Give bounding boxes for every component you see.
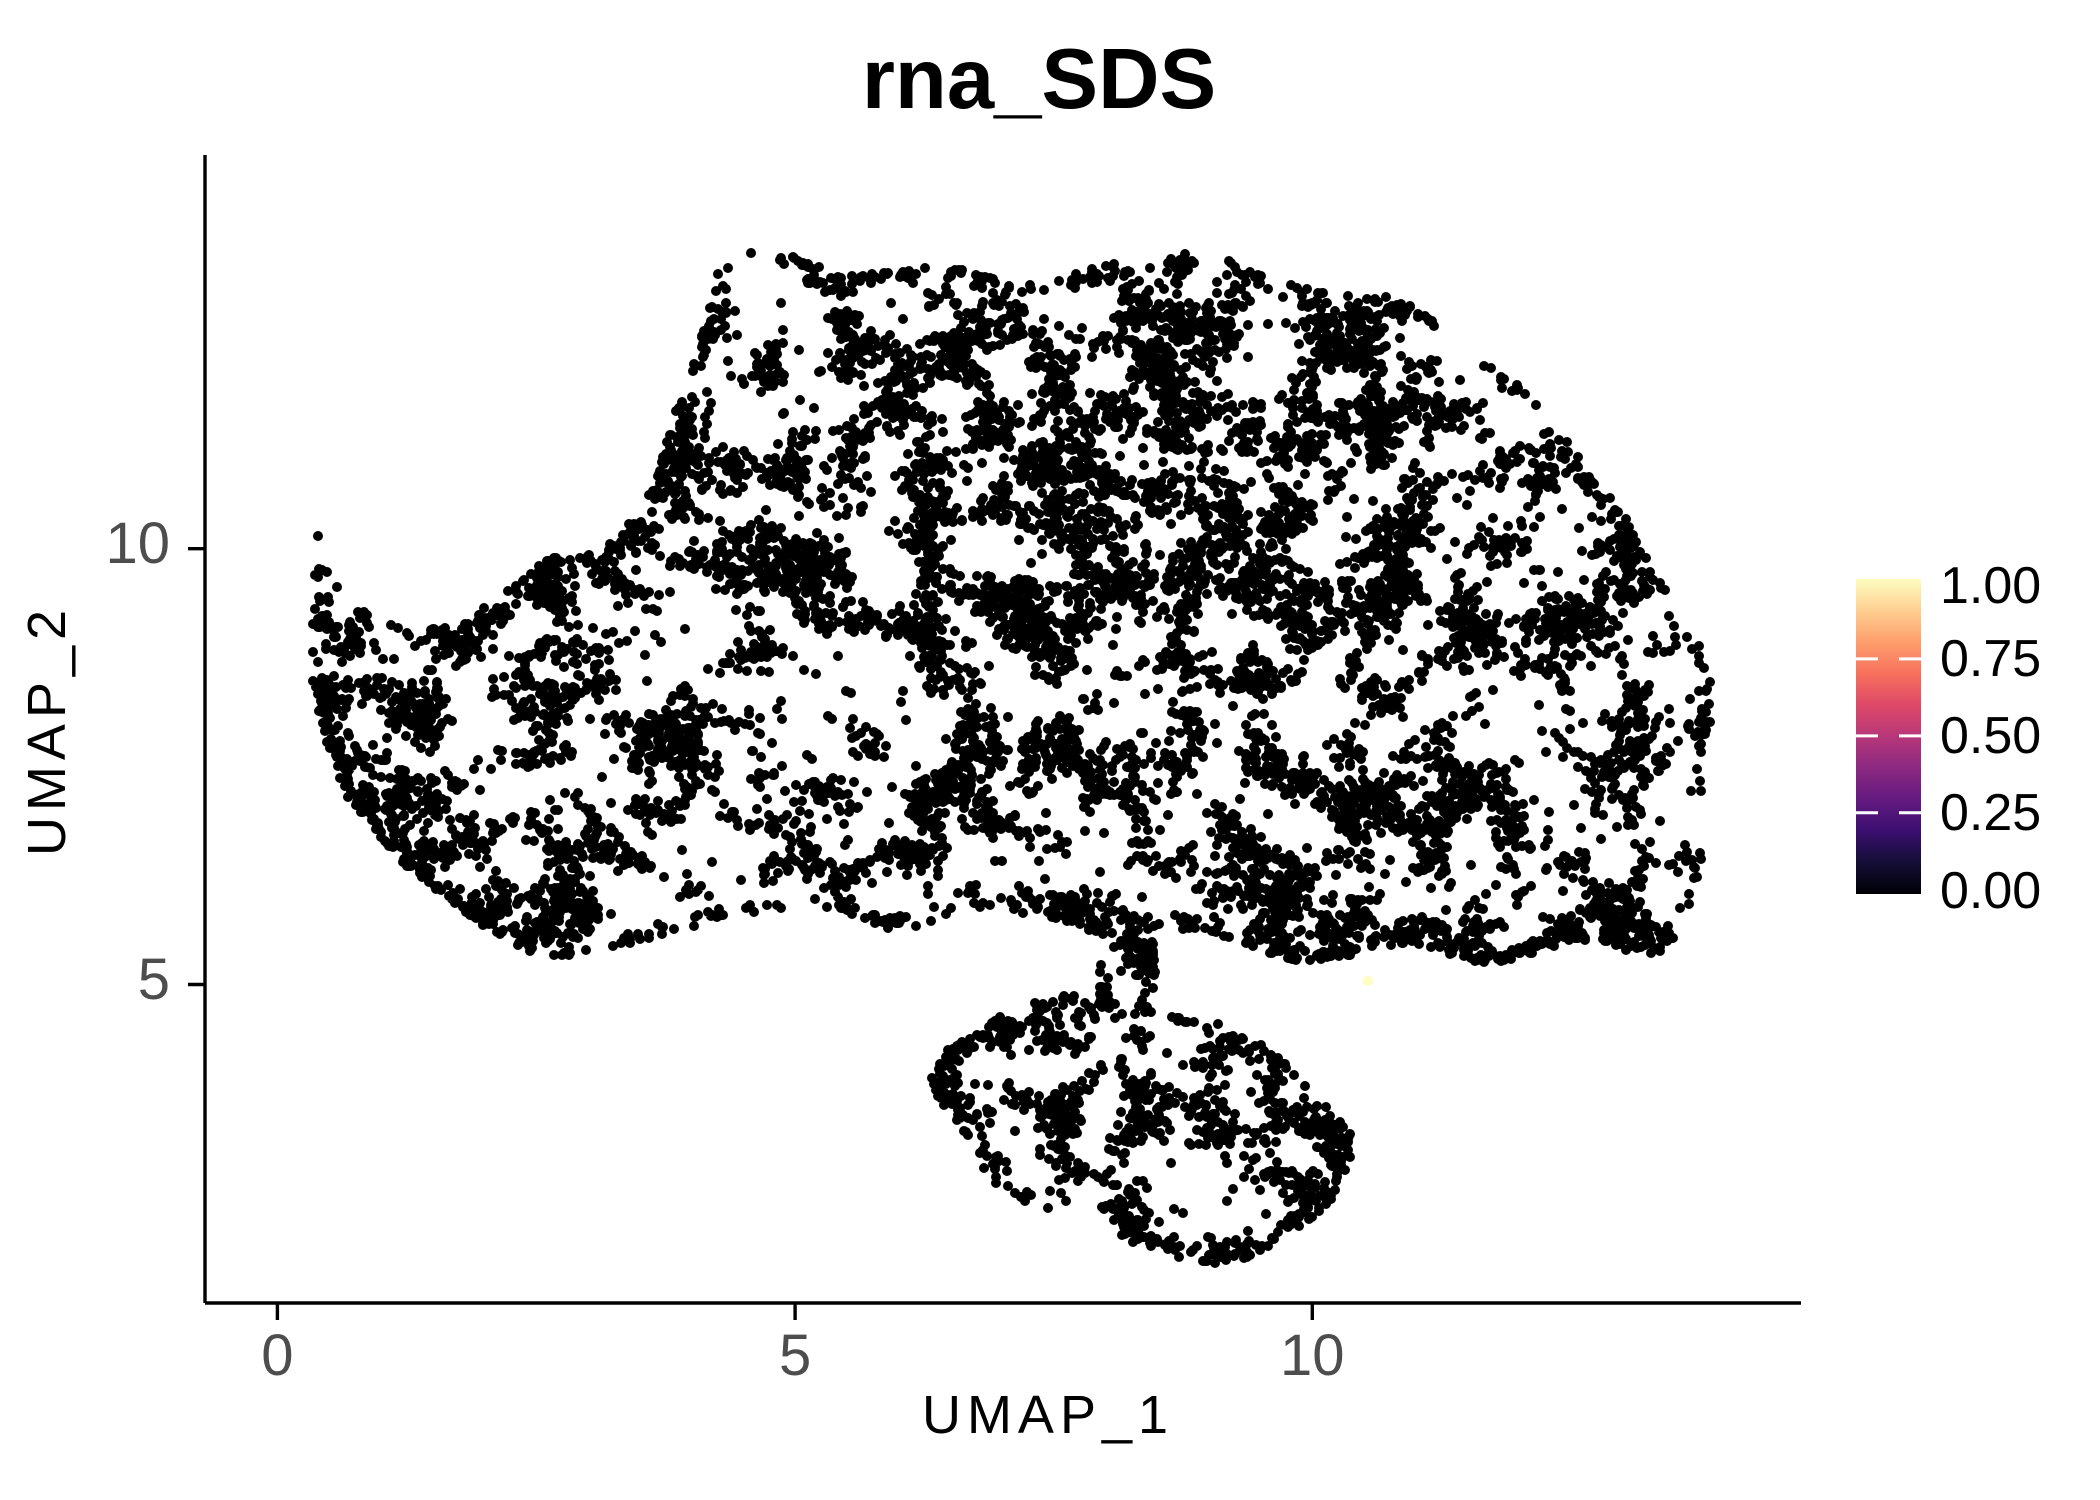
svg-text:0: 0 [261,1323,293,1388]
svg-text:10: 10 [1280,1323,1345,1388]
svg-text:10: 10 [105,511,170,576]
svg-text:0.50: 0.50 [1940,707,2041,765]
svg-text:0.75: 0.75 [1940,630,2041,688]
svg-text:0.00: 0.00 [1940,862,2041,920]
svg-text:UMAP_2: UMAP_2 [17,604,77,856]
svg-text:UMAP_1: UMAP_1 [922,1385,1174,1445]
svg-text:1.00: 1.00 [1940,557,2041,615]
svg-text:5: 5 [779,1323,811,1388]
svg-text:0.25: 0.25 [1940,784,2041,842]
svg-text:5: 5 [138,947,170,1012]
